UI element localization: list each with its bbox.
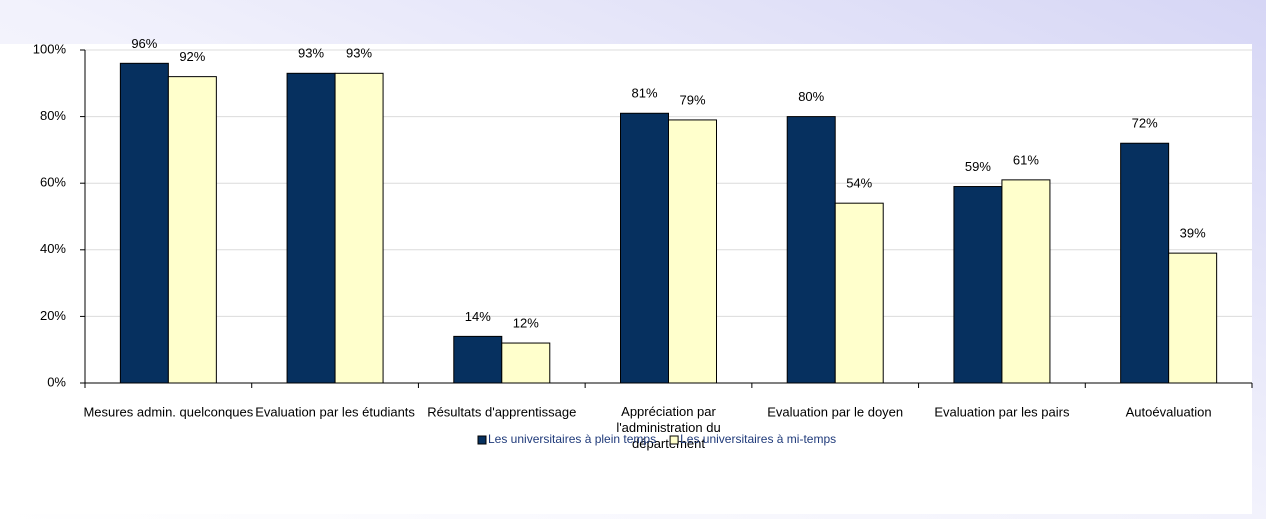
bar (1168, 252, 1218, 384)
value-label: 12% (513, 315, 539, 330)
bar (786, 116, 836, 384)
bar (167, 76, 217, 384)
bar (834, 202, 884, 384)
x-tick-label: Mesures admin. quelconques (83, 404, 253, 419)
bar (286, 72, 336, 384)
bar (620, 112, 669, 384)
bar (119, 62, 169, 384)
value-label: 81% (631, 86, 657, 101)
value-label: 54% (846, 176, 872, 191)
value-label: 92% (179, 49, 205, 64)
bar (453, 335, 503, 384)
value-label: 93% (298, 46, 324, 61)
x-tick-label: Autoévaluation (1126, 404, 1212, 419)
legend-label: Les universitaires à mi-temps (680, 432, 836, 446)
x-tick-label: Appréciation par l'administration du dépar… (616, 404, 720, 451)
legend-swatch (669, 435, 679, 445)
x-tick-label: Evaluation par les pairs (934, 404, 1070, 419)
legend: Les universitaires à plein temps Les univ… (477, 432, 836, 446)
value-label: 59% (965, 159, 991, 174)
y-tick-label: 0% (47, 374, 66, 389)
legend-swatch (477, 435, 487, 445)
bar (334, 72, 384, 384)
y-tick-label: 40% (40, 241, 66, 256)
bar (1120, 142, 1170, 384)
x-tick-label: Evaluation par le doyen (767, 404, 903, 419)
y-tick-label: 100% (33, 41, 67, 56)
value-label: 72% (1132, 116, 1158, 131)
legend-label: Les universitaires à plein temps (488, 432, 656, 446)
bar (501, 342, 551, 384)
x-tick-label: Evaluation par les étudiants (255, 404, 415, 419)
bar (953, 186, 1003, 384)
y-tick-label: 80% (40, 108, 66, 123)
value-label: 39% (1180, 226, 1206, 241)
value-label: 14% (465, 309, 491, 324)
y-tick-label: 60% (40, 175, 66, 190)
bar (1001, 179, 1051, 384)
value-label: 93% (346, 46, 372, 61)
y-tick-label: 20% (40, 308, 66, 323)
value-label: 80% (798, 89, 824, 104)
value-label: 61% (1013, 152, 1039, 167)
bar (668, 119, 717, 384)
value-label: 79% (679, 92, 705, 107)
x-tick-label: Résultats d'apprentissage (427, 404, 576, 419)
value-label: 96% (131, 36, 157, 51)
